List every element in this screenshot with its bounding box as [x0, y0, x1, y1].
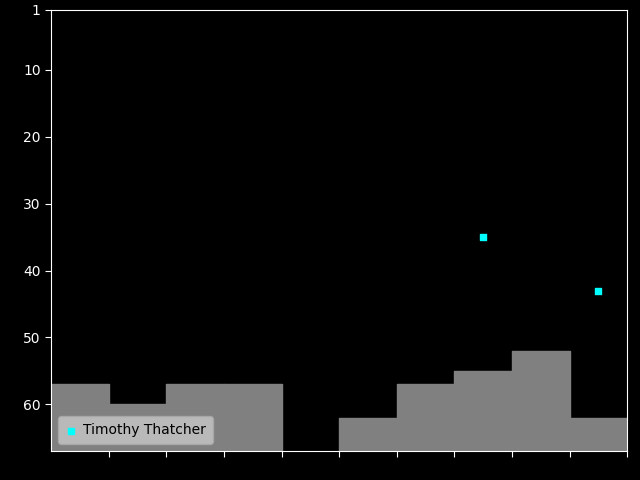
Legend: Timothy Thatcher: Timothy Thatcher — [58, 416, 213, 444]
Point — [478, 233, 488, 241]
Point — [593, 287, 604, 294]
